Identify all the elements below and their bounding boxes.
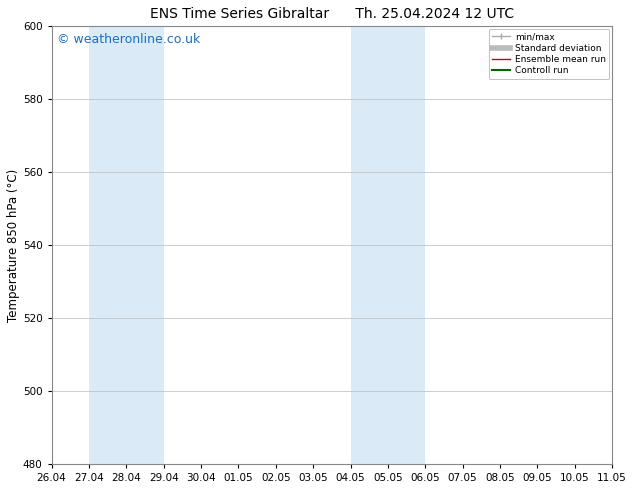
Bar bbox=[351, 26, 425, 464]
Title: ENS Time Series Gibraltar      Th. 25.04.2024 12 UTC: ENS Time Series Gibraltar Th. 25.04.2024… bbox=[150, 7, 514, 21]
Bar bbox=[612, 26, 631, 464]
Text: © weatheronline.co.uk: © weatheronline.co.uk bbox=[57, 33, 200, 46]
Bar bbox=[89, 26, 164, 464]
Legend: min/max, Standard deviation, Ensemble mean run, Controll run: min/max, Standard deviation, Ensemble me… bbox=[489, 29, 609, 79]
Y-axis label: Temperature 850 hPa (°C): Temperature 850 hPa (°C) bbox=[7, 169, 20, 322]
